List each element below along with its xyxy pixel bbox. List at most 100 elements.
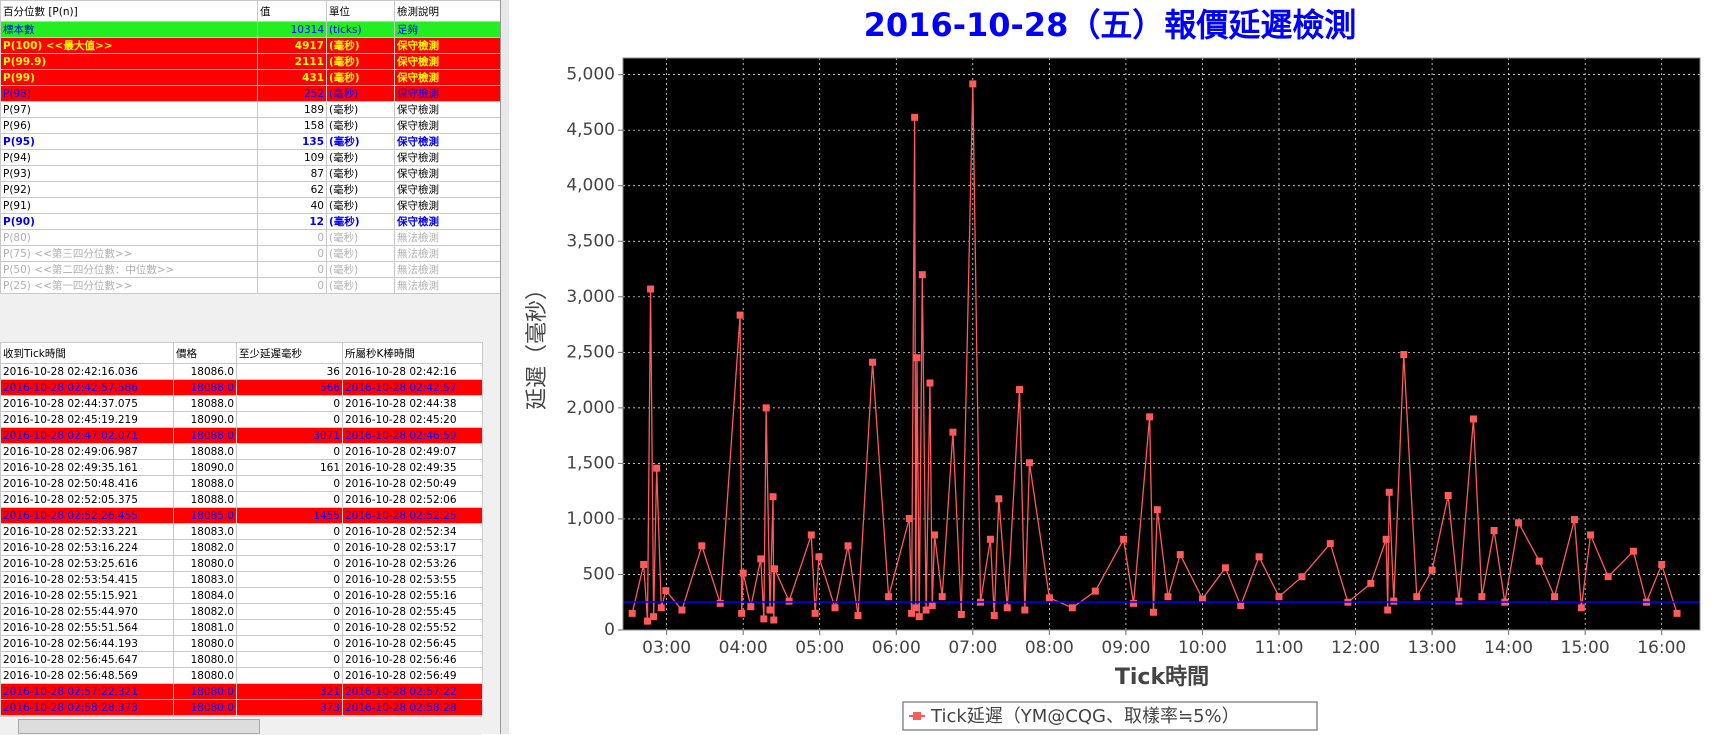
table-cell: 2016-10-28 02:55:16 — [342, 587, 483, 604]
table-cell: 321 — [236, 683, 343, 700]
x-tick-label: 11:00 — [1254, 638, 1303, 658]
y-tick-label: 4,500 — [566, 120, 615, 140]
table-cell: 18081.0 — [173, 619, 237, 636]
point — [1390, 597, 1398, 605]
table-row[interactable]: 2016-10-28 02:47:02.071 18088.0 3071 2016-1… — [0, 427, 483, 444]
table-cell: 18080.0 — [173, 651, 237, 668]
table-row[interactable]: 2016-10-28 02:52:33.221 18083.0 0 2016-10-2… — [0, 523, 483, 540]
point — [650, 613, 658, 621]
table-row[interactable]: 2016-10-28 02:55:51.564 18081.0 0 2016-10-2… — [0, 619, 483, 636]
point — [957, 610, 965, 618]
y-tick-label: 2,000 — [566, 398, 615, 418]
table-cell: (毫秒) — [326, 229, 395, 246]
table-row[interactable]: P(90) 12 (毫秒) 保守檢測 — [0, 213, 501, 230]
table-row[interactable]: P(95) 135 (毫秒) 保守檢測 — [0, 133, 501, 150]
table-cell: 2016-10-28 02:53:25.616 — [0, 555, 174, 572]
legend-marker — [913, 712, 921, 720]
table-row[interactable]: 2016-10-28 02:56:45.647 18080.0 0 2016-10-2… — [0, 651, 483, 668]
table-row[interactable]: 2016-10-28 02:56:48.569 18080.0 0 2016-10-2… — [0, 667, 483, 684]
table-cell: (毫秒) — [326, 133, 395, 150]
table-row[interactable]: 2016-10-28 02:49:06.987 18088.0 0 2016-10-2… — [0, 443, 483, 460]
table-row[interactable]: 2016-10-28 02:52:05.375 18088.0 0 2016-10-2… — [0, 491, 483, 508]
table-row[interactable]: P(97) 189 (毫秒) 保守檢測 — [0, 101, 501, 118]
table-row[interactable]: P(25) <<第一四分位數>> 0 (毫秒) 無法檢測 — [0, 277, 501, 294]
table-cell: 0 — [236, 443, 343, 460]
table-row[interactable]: 2016-10-28 02:50:48.416 18088.0 0 2016-10-2… — [0, 475, 483, 492]
table-row[interactable]: P(94) 109 (毫秒) 保守檢測 — [0, 149, 501, 166]
table-cell: 保守檢測 — [394, 101, 501, 118]
table-row[interactable]: P(99.9) 2111 (毫秒) 保守檢測 — [0, 53, 501, 70]
table-cell: P(100) <<最大值>> — [0, 37, 258, 54]
point — [747, 603, 755, 611]
table-row[interactable]: P(75) <<第三四分位數>> 0 (毫秒) 無法檢測 — [0, 245, 501, 262]
table-row[interactable]: P(93) 87 (毫秒) 保守檢測 — [0, 165, 501, 182]
table-cell: 18085.0 — [173, 507, 237, 524]
point — [969, 80, 977, 88]
table-row[interactable]: 標本數 10314 (ticks) 足夠 — [0, 21, 501, 38]
point — [1326, 540, 1334, 548]
table-cell: 18086.0 — [173, 363, 237, 380]
table-row[interactable]: 2016-10-28 02:45:19.219 18090.0 0 2016-10-2… — [0, 411, 483, 428]
table-row[interactable]: 2016-10-28 02:53:54.415 18083.0 0 2016-10-2… — [0, 571, 483, 588]
x-tick-label: 12:00 — [1331, 638, 1380, 658]
table-cell: (毫秒) — [326, 69, 395, 86]
table-cell: 0 — [257, 261, 327, 278]
table-row[interactable]: P(92) 62 (毫秒) 保守檢測 — [0, 181, 501, 198]
table-row[interactable]: P(91) 40 (毫秒) 保守檢測 — [0, 197, 501, 214]
table-cell: 62 — [257, 181, 327, 198]
table-row[interactable]: P(80) 0 (毫秒) 無法檢測 — [0, 229, 501, 246]
table-row[interactable]: 2016-10-28 02:55:15.921 18084.0 0 2016-10-2… — [0, 587, 483, 604]
table-cell: 標本數 — [0, 21, 258, 38]
table-cell: 足夠 — [394, 21, 501, 38]
table-row[interactable]: 2016-10-28 02:49:35.161 18090.0 161 2016-10… — [0, 459, 483, 476]
table-cell: (毫秒) — [326, 85, 395, 102]
table-row[interactable]: P(100) <<最大值>> 4917 (毫秒) 保守檢測 — [0, 37, 501, 54]
vertical-scrollbar[interactable] — [482, 366, 501, 716]
horizontal-scrollbar[interactable] — [0, 716, 482, 735]
table-cell: 2016-10-28 02:44:37.075 — [0, 395, 174, 412]
table-row[interactable]: P(99) 431 (毫秒) 保守檢測 — [0, 69, 501, 86]
table-row[interactable]: 2016-10-28 02:44:37.075 18088.0 0 2016-10-2… — [0, 395, 483, 412]
table-cell: P(25) <<第一四分位數>> — [0, 277, 258, 294]
splitter[interactable] — [500, 0, 509, 734]
point — [1577, 604, 1585, 612]
table-row[interactable]: 2016-10-28 02:42:16.036 18086.0 36 2016-10-… — [0, 363, 483, 380]
table-row[interactable]: 2016-10-28 02:53:16.224 18082.0 0 2016-10-2… — [0, 539, 483, 556]
point — [908, 609, 916, 617]
table-row[interactable]: 2016-10-28 02:57:22.321 18080.0 321 2016-10… — [0, 683, 483, 700]
table-cell: 0 — [236, 523, 343, 540]
point — [807, 531, 815, 539]
table-row[interactable]: 2016-10-28 02:56:44.193 18080.0 0 2016-10-2… — [0, 635, 483, 652]
point — [1384, 606, 1392, 614]
table-row[interactable]: 2016-10-28 02:58:28.373 18080.0 373 2016-10… — [0, 699, 483, 716]
point — [1003, 604, 1011, 612]
table-cell: 566 — [236, 379, 343, 396]
table-cell: 0 — [236, 539, 343, 556]
table-row[interactable]: P(50) <<第二四分位數：中位數>> 0 (毫秒) 無法檢測 — [0, 261, 501, 278]
table-cell: 2016-10-28 02:42:16 — [342, 363, 483, 380]
point — [738, 609, 746, 617]
point — [1658, 560, 1666, 568]
legend-label: Tick延遲（YM@CQG、取樣率≒5%） — [930, 706, 1240, 727]
table-row[interactable]: P(98) 252 (毫秒) 保守檢測 — [0, 85, 501, 102]
table-row[interactable]: P(96) 158 (毫秒) 保守檢測 — [0, 117, 501, 134]
table-cell: 保守檢測 — [394, 197, 501, 214]
table-cell: 0 — [236, 571, 343, 588]
point — [785, 597, 793, 605]
point — [990, 612, 998, 620]
point — [1535, 557, 1543, 565]
table-row[interactable]: 2016-10-28 02:53:25.616 18080.0 0 2016-10-2… — [0, 555, 483, 572]
point — [770, 616, 778, 624]
table-cell: 2016-10-28 02:52:05.375 — [0, 491, 174, 508]
scroll-thumb[interactable] — [18, 719, 260, 734]
table-cell: 2016-10-28 02:56:44.193 — [0, 635, 174, 652]
table-cell: 18088.0 — [173, 491, 237, 508]
chart: 2016-10-28（五）報價延遲檢測 延遲（毫秒） Tick時間 0 500 1,… — [525, 6, 1701, 731]
plot-border — [622, 57, 1701, 631]
point — [640, 560, 648, 568]
table-row[interactable]: 2016-10-28 02:42:57.586 18088.0 566 2016-10… — [0, 379, 483, 396]
point — [1444, 491, 1452, 499]
table-row[interactable]: 2016-10-28 02:52:26.455 18085.0 1455 2016-1… — [0, 507, 483, 524]
table-cell: 12 — [257, 213, 327, 230]
table-row[interactable]: 2016-10-28 02:55:44.970 18082.0 0 2016-10-2… — [0, 603, 483, 620]
